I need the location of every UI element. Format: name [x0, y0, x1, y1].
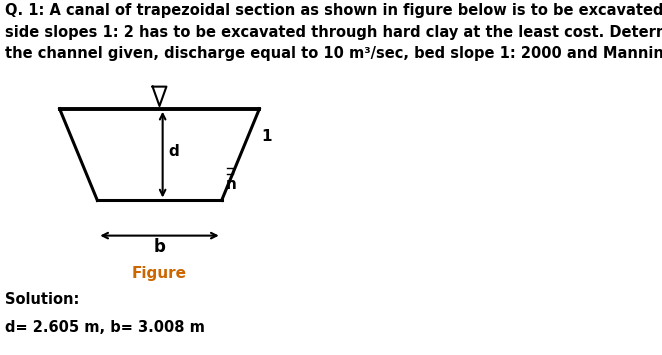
- Polygon shape: [52, 109, 97, 200]
- Text: Q. 1: A canal of trapezoidal section as shown in figure below is to be excavated: Q. 1: A canal of trapezoidal section as …: [5, 3, 662, 61]
- Polygon shape: [222, 109, 267, 200]
- Text: 1: 1: [261, 130, 271, 144]
- Text: d: d: [168, 143, 179, 159]
- Text: Solution:: Solution:: [5, 292, 79, 307]
- Text: b: b: [154, 239, 166, 256]
- Text: n: n: [226, 177, 236, 192]
- Polygon shape: [60, 109, 260, 200]
- Text: Figure: Figure: [132, 266, 187, 280]
- Polygon shape: [97, 200, 222, 214]
- Text: d= 2.605 m, b= 3.008 m: d= 2.605 m, b= 3.008 m: [5, 320, 205, 335]
